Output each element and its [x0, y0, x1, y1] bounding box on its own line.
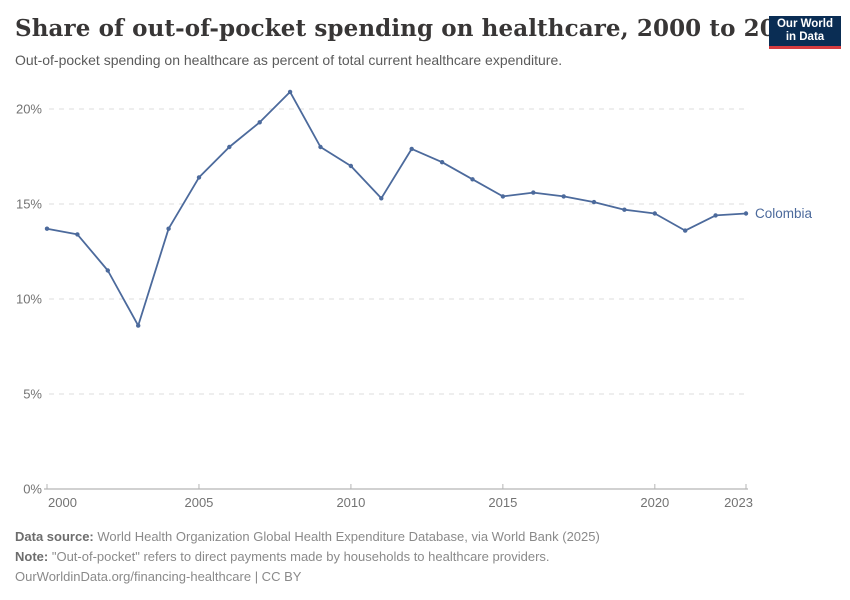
chart-title: Share of out-of-pocket spending on healt… [15, 15, 809, 42]
data-point[interactable] [227, 144, 232, 150]
data-point[interactable] [500, 194, 506, 199]
series-line[interactable] [46, 91, 747, 327]
data-point[interactable] [44, 226, 50, 231]
data-point[interactable] [561, 194, 566, 199]
x-axis-tick-label: 2023 [724, 495, 753, 510]
line-chart[interactable]: 0% 5% 10% 15% 20% 2000 2005 2010 2015 2020 2023 Col… [0, 85, 850, 515]
x-axis-tick-label: 2010 [336, 495, 365, 510]
owid-logo[interactable]: Our World in Data [769, 16, 841, 49]
y-axis-tick-label: 10% [16, 292, 42, 307]
data-source-text[interactable]: World Health Organization Global Health … [97, 529, 600, 544]
data-point[interactable] [105, 268, 111, 273]
note-line: Note: "Out-of-pocket" refers to direct p… [15, 547, 600, 567]
license-text: | CC BY [254, 569, 302, 584]
chart-plot-area: 0% 5% 10% 15% 20% 2000 2005 2010 2015 2020 2023 Col… [0, 85, 850, 520]
data-point[interactable] [713, 213, 718, 218]
data-point[interactable] [318, 144, 323, 150]
data-point[interactable] [348, 163, 354, 169]
note-text: "Out-of-pocket" refers to direct payment… [51, 549, 550, 564]
data-point[interactable] [743, 211, 749, 216]
x-axis-tick-label: 2000 [48, 495, 77, 510]
data-source-label: Data source: [15, 529, 94, 544]
series-label[interactable]: Colombia [755, 206, 813, 221]
data-point[interactable] [196, 175, 202, 180]
data-point[interactable] [287, 89, 293, 95]
chart-footer: Data source: World Health Organization G… [15, 527, 600, 587]
note-label: Note: [15, 549, 49, 564]
owid-logo-line2: in Data [785, 31, 825, 43]
data-point[interactable] [470, 177, 475, 182]
data-point[interactable] [652, 211, 657, 216]
data-source-line: Data source: World Health Organization G… [15, 527, 600, 547]
data-point[interactable] [531, 190, 536, 195]
data-point[interactable] [409, 146, 414, 152]
x-axis-tick-label: 2020 [640, 495, 669, 510]
owid-logo-line1: Our World [776, 18, 833, 30]
data-point[interactable] [683, 228, 688, 233]
owid-url-link[interactable]: OurWorldinData.org/financing-healthcare [15, 569, 252, 584]
data-point[interactable] [622, 207, 627, 212]
x-axis-tick-label: 2015 [488, 495, 517, 510]
data-point[interactable] [257, 120, 262, 125]
y-axis-tick-label: 5% [23, 387, 42, 402]
x-axis-tick-label: 2005 [184, 495, 213, 510]
y-axis-tick-label: 15% [16, 197, 42, 212]
data-point[interactable] [166, 226, 171, 231]
data-point[interactable] [439, 160, 445, 165]
citation-line: OurWorldinData.org/financing-healthcare … [15, 567, 600, 587]
data-point[interactable] [591, 199, 597, 205]
data-point[interactable] [136, 323, 141, 328]
data-point[interactable] [75, 232, 80, 237]
y-axis-tick-label: 20% [16, 102, 42, 117]
data-point[interactable] [379, 196, 384, 201]
chart-subtitle: Out-of-pocket spending on healthcare as … [15, 52, 563, 68]
y-axis-tick-label: 0% [23, 482, 42, 497]
